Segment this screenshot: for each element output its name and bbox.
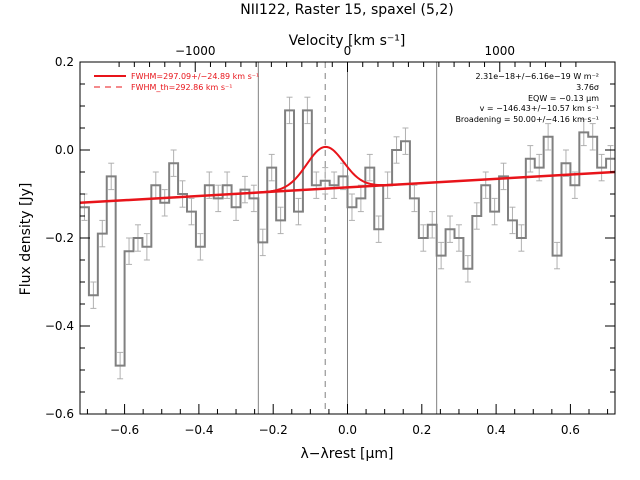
top-axis-label: Velocity [km s⁻¹] (289, 33, 406, 49)
model-gaussian-curve (250, 145, 400, 194)
annotation-line-flux: 2.31e−18+/−6.16e−19 W m⁻² (475, 72, 599, 81)
y-tick-label: 0.2 (55, 55, 74, 69)
y-axis-label: Flux density [Jy] (18, 183, 34, 296)
data-step-line (80, 109, 615, 367)
legend-entry-fwhm: FWHM=297.09+/−24.89 km s⁻¹ (131, 72, 259, 81)
y-tick-label: −0.6 (45, 407, 74, 421)
top-tick-label: 1000 (484, 44, 515, 58)
chart-title: NII122, Raster 15, spaxel (5,2) (240, 2, 453, 18)
x-tick-label: 0.4 (487, 423, 506, 437)
legend-entry-fwhm-th: FWHM_th=292.86 km s⁻¹ (131, 83, 232, 92)
annotation-eqw: EQW = −0.13 μm (528, 94, 599, 103)
y-tick-label: −0.2 (45, 231, 74, 245)
x-tick-label: −0.2 (259, 423, 288, 437)
y-tick-label: −0.4 (45, 319, 74, 333)
model-baseline (79, 170, 616, 205)
legend: FWHM=297.09+/−24.89 km s⁻¹ FWHM_th=292.8… (94, 72, 259, 92)
x-tick-label: −0.6 (110, 423, 139, 437)
x-tick-label: −0.4 (184, 423, 213, 437)
y-tick-label: 0.0 (55, 143, 74, 157)
x-axis-label: λ−λrest [μm] (300, 446, 393, 462)
x-tick-label: 0.2 (412, 423, 431, 437)
x-tick-label: 0.0 (338, 423, 357, 437)
top-tick-label: 0 (344, 44, 352, 58)
top-tick-label: −1000 (175, 44, 216, 58)
annotation-sigma: 3.76σ (576, 83, 599, 92)
plot-area: −0.6 −0.4 −0.2 0.0 0.2 0.4 0.6 −0.6 −0.4 −0.2 0.0 0… (45, 44, 616, 437)
x-tick-label: 0.6 (561, 423, 580, 437)
annotation-block: 2.31e−18+/−6.16e−19 W m⁻² 3.76σ EQW = −0… (455, 72, 599, 124)
annotation-broadening: Broadening = 50.00+/−4.16 km s⁻¹ (455, 115, 599, 124)
annotation-velocity: v = −146.43+/−10.57 km s⁻¹ (480, 104, 599, 113)
